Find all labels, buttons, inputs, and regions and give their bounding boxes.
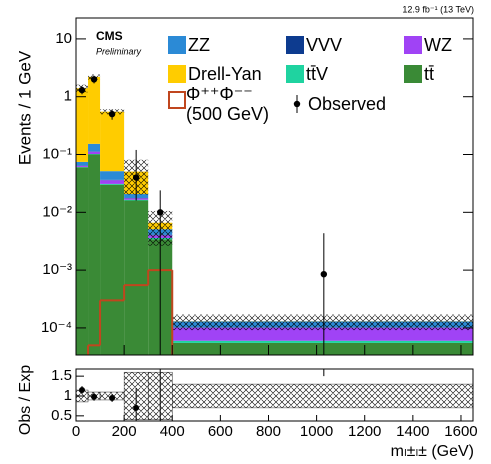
stack-segment — [124, 200, 149, 355]
legend-label: tt̄ — [424, 64, 434, 84]
x-tick-label: 1600 — [444, 423, 477, 440]
ratio-point — [157, 361, 163, 367]
legend-label: Φ⁺⁺Φ⁻⁻ (500 GeV) — [186, 84, 270, 124]
ratio-point — [321, 175, 327, 181]
legend-swatch — [168, 91, 186, 109]
stack-segment — [100, 180, 125, 184]
legend-label: WZ — [424, 35, 452, 55]
legend-swatch — [404, 36, 422, 54]
legend-swatch — [286, 36, 304, 54]
ratio-point — [133, 404, 140, 411]
x-axis-label: mₗ±ₗ± (GeV) — [391, 443, 474, 460]
observed-point — [157, 209, 164, 216]
ratio-y-tick-label: 1 — [64, 387, 72, 404]
legend-label: ZZ — [188, 35, 210, 55]
y-tick-label: 1 — [64, 88, 72, 105]
x-tick-label: 1200 — [348, 423, 381, 440]
legend-swatch — [168, 36, 186, 54]
ratio-y-tick-label: 0.5 — [51, 407, 72, 424]
legend-label: Observed — [308, 94, 386, 114]
experiment: CMS — [96, 29, 123, 43]
status: Preliminary — [96, 46, 142, 56]
y-tick-label: 10⁻³ — [42, 261, 72, 278]
y-tick-label: 10⁻¹ — [42, 145, 72, 162]
legend-label: Drell-Yan — [188, 64, 262, 84]
observed-point — [132, 174, 140, 181]
stack-segment — [100, 183, 125, 185]
ratio-point — [91, 393, 98, 400]
stack-segment — [100, 171, 125, 180]
main-plot — [76, 74, 473, 355]
observed-point — [108, 110, 116, 118]
stack-segment — [88, 143, 101, 152]
ratio-frame — [75, 368, 474, 422]
stack-segment — [172, 342, 473, 355]
x-tick-label: 0 — [72, 423, 80, 440]
legend-label: VVV — [306, 35, 342, 55]
x-tick-label: 800 — [256, 423, 281, 440]
observed-point — [90, 76, 98, 83]
x-tick-label: 1400 — [396, 423, 429, 440]
ratio-point — [79, 387, 86, 394]
y-tick-label: 10⁻² — [42, 203, 72, 220]
x-tick-label: 600 — [208, 423, 233, 440]
main-frame — [75, 17, 474, 356]
ratio-band — [172, 383, 473, 409]
stack-segment — [172, 327, 473, 341]
x-tick-label: 400 — [160, 423, 185, 440]
stack-segment — [88, 76, 101, 144]
legend-swatch — [286, 65, 304, 83]
observed-point — [320, 270, 328, 278]
stack-segment — [76, 161, 89, 166]
legend-label-box: Φ⁺⁺Φ⁻⁻ (500 GeV) — [186, 84, 270, 124]
ratio-y-label: Obs / Exp — [17, 365, 34, 435]
x-tick-label: 200 — [112, 423, 137, 440]
legend-label: tt̄V — [306, 64, 328, 84]
stack-segment — [76, 88, 89, 162]
y-axis-label: Events / 1 GeV — [15, 50, 34, 165]
x-tick-label: 1000 — [300, 423, 333, 440]
stack-segment — [100, 111, 125, 172]
legend-swatch — [404, 65, 422, 83]
ratio-point — [109, 394, 116, 401]
observed-point — [78, 86, 86, 94]
y-tick-label: 10 — [55, 30, 72, 47]
stack-segment — [88, 151, 101, 155]
uncertainty-band — [172, 314, 473, 331]
stack-segment — [88, 154, 101, 355]
stack-segment — [100, 184, 125, 355]
stack-segment — [76, 167, 89, 355]
legend-swatch — [168, 65, 186, 83]
stack-segment — [76, 165, 89, 167]
y-tick-label: 10⁻⁴ — [41, 319, 72, 336]
stack-segment — [172, 340, 473, 343]
ratio-y-tick-label: 1.5 — [51, 367, 72, 384]
lumi: 12.9 fb⁻¹ (13 TeV) — [402, 4, 474, 14]
